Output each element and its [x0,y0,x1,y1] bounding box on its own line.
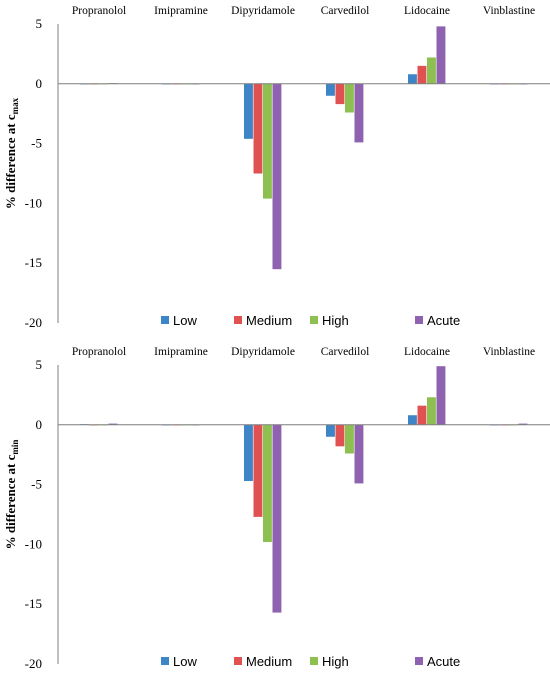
bar [427,397,436,425]
bar [354,424,364,484]
category-label: Propranolol [72,346,126,358]
y-tick-label: 0 [36,76,43,91]
legend-label: Acute [427,313,460,328]
bar [408,74,417,84]
y-tick-label: -10 [25,536,42,551]
legend-swatch [415,316,423,324]
category-label: Imipramine [154,346,208,358]
category-label: Carvedilol [321,5,370,17]
y-tick-label: -20 [25,656,42,671]
legend-swatch [310,657,318,665]
y-tick-label: -20 [25,315,42,330]
bar [345,424,354,454]
bar [326,424,335,437]
category-label: Vinblastine [483,346,535,358]
bar [253,83,263,174]
legend-swatch [310,316,318,324]
chart-cmax: 5 0 -5 -10 -15 -20 % difference at cmax Propran… [3,5,550,330]
bar [263,83,272,199]
bar [335,424,345,447]
bar [108,423,118,425]
legend-swatch [161,657,169,665]
y-axis-title: % difference at cmax [3,97,20,209]
bar [272,424,282,613]
legend-label: High [322,654,349,669]
y-tick-label: -15 [25,596,42,611]
bar [427,57,436,84]
category-label: Vinblastine [483,5,535,17]
bar [417,405,427,425]
legend-swatch [415,657,423,665]
y-tick-label: -15 [25,255,42,270]
y-tick-label: -5 [31,136,42,151]
y-tick-label: -5 [31,477,42,492]
y-tick-label: -10 [25,195,42,210]
chart-cmin: 5 0 -5 -10 -15 -20 % difference at cmin Propran… [3,346,550,671]
legend-swatch [234,657,242,665]
bar [335,83,345,105]
legend-label: Medium [246,654,292,669]
bar [263,424,272,543]
legend-label: Low [173,654,197,669]
category-label: Propranolol [72,5,126,17]
category-label: Lidocaine [404,5,450,17]
category-label: Imipramine [154,5,208,17]
category-label: Lidocaine [404,346,450,358]
bar [345,83,354,113]
bar [417,65,427,84]
category-label: Dipyridamole [231,5,295,17]
y-tick-label: 5 [36,357,43,372]
y-axis-title: % difference at cmin [3,440,20,550]
bar [244,83,253,139]
bar [436,26,446,84]
category-label: Dipyridamole [231,346,295,358]
y-tick-label: 0 [36,417,43,432]
bar [326,83,335,96]
bar [253,424,263,517]
legend-label: Low [173,313,197,328]
bar [272,83,282,270]
legend-swatch [234,316,242,324]
bar [518,423,528,425]
bar [244,424,253,482]
bar [436,366,446,425]
bar [408,415,417,425]
legend-label: Medium [246,313,292,328]
bar [354,83,364,143]
legend-label: Acute [427,654,460,669]
category-label: Carvedilol [321,346,370,358]
legend-swatch [161,316,169,324]
y-tick-label: 5 [36,16,43,31]
legend-label: High [322,313,349,328]
